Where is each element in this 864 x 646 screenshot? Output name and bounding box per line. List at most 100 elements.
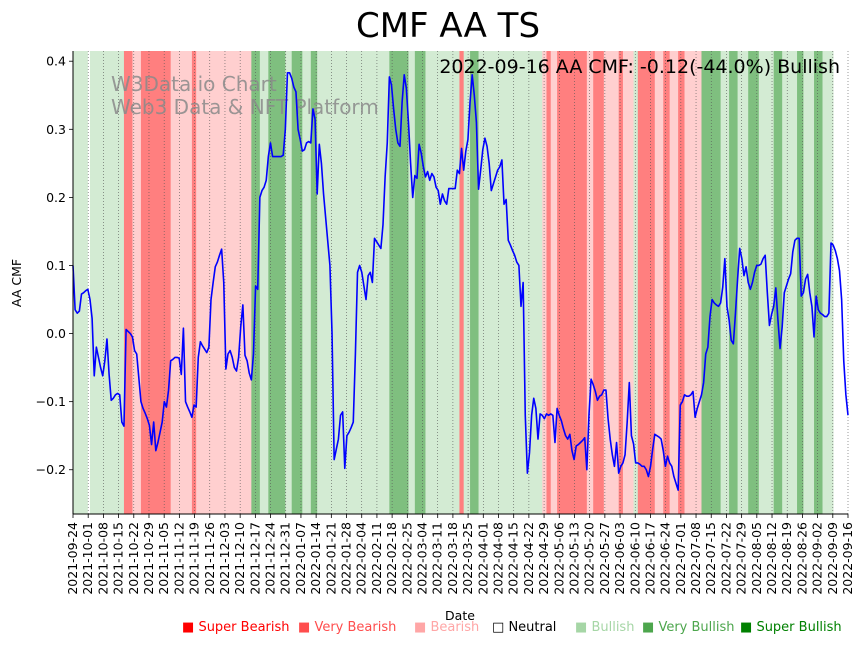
legend-swatch-icon: ■ (414, 620, 427, 635)
legend-item-super-bearish: ■ Super Bearish (182, 620, 290, 635)
x-tick-label: 2022-02-18 (384, 522, 399, 595)
legend-label: Bullish (591, 620, 635, 635)
band-very-bullish (470, 51, 479, 514)
band-very-bearish (593, 51, 605, 514)
x-tick-label: 2022-04-15 (506, 522, 521, 595)
band-bullish (285, 51, 293, 514)
band-bullish (720, 51, 730, 514)
x-tick-label: 2021-12-03 (217, 522, 232, 595)
legend-item-very-bearish: ■ Very Bearish (298, 620, 396, 635)
legend-item-very-bullish: ■ Very Bullish (642, 620, 735, 635)
band-bullish (782, 51, 798, 514)
x-tick-label: 2021-12-17 (247, 522, 262, 595)
sentiment-bands (73, 51, 834, 514)
band-bullish (633, 51, 639, 514)
band-very-bearish (637, 51, 656, 514)
watermark-line-1: W3Data.io Chart (111, 72, 277, 96)
x-tick-label: 2022-01-14 (308, 522, 323, 595)
band-very-bullish (748, 51, 760, 514)
band-neutral (87, 51, 91, 514)
y-tick-label: −0.1 (36, 394, 66, 409)
x-tick-label: 2021-11-19 (187, 522, 202, 595)
band-very-bearish (557, 51, 588, 514)
band-bullish (822, 51, 834, 514)
y-axis-label: AA CMF (9, 259, 24, 307)
x-tick-label: 2022-05-27 (597, 522, 612, 595)
band-bullish (425, 51, 448, 514)
legend-swatch-icon: ■ (740, 620, 753, 635)
legend-swatch-icon: □ (492, 620, 505, 635)
legend-swatch-icon: ■ (575, 620, 588, 635)
x-tick-label: 2022-09-16 (840, 522, 855, 595)
band-bearish (542, 51, 547, 514)
x-tick-label: 2022-03-11 (430, 522, 445, 595)
x-tick-label: 2022-08-05 (749, 522, 764, 595)
x-tick-label: 2022-05-06 (551, 522, 566, 595)
y-tick-label: 0.0 (46, 326, 66, 341)
band-very-bullish (310, 51, 318, 514)
x-tick-label: 2022-06-24 (658, 522, 673, 595)
band-bearish (669, 51, 679, 514)
band-bullish (478, 51, 503, 514)
band-bullish (446, 51, 460, 514)
legend-item-neutral: □ Neutral (492, 620, 556, 635)
band-bearish (586, 51, 594, 514)
x-tick-label: 2022-05-13 (566, 522, 581, 595)
x-tick-label: 2021-10-08 (95, 522, 110, 595)
band-very-bearish (618, 51, 624, 514)
x-tick-label: 2022-01-21 (323, 522, 338, 595)
x-tick-label: 2022-07-29 (734, 522, 749, 595)
band-bearish (132, 51, 142, 514)
y-tick-label: −0.2 (36, 462, 66, 477)
series-line-aa-cmf (72, 71, 849, 491)
legend: ■ Super Bearish ■ Very Bearish ■ Bearish… (182, 620, 852, 638)
x-tick-label: 2022-01-28 (339, 522, 354, 595)
band-very-bullish (414, 51, 426, 514)
x-tick-label: 2022-09-09 (825, 522, 840, 595)
x-tick-label: 2022-06-10 (627, 522, 642, 595)
x-tick-label: 2022-04-29 (536, 522, 551, 595)
y-ticks: −0.2 −0.1 0.0 0.1 0.2 0.3 0.4 (36, 54, 73, 477)
y-tick-label: 0.1 (46, 258, 66, 273)
legend-label: Very Bullish (658, 620, 735, 635)
band-very-bullish (251, 51, 261, 514)
chart-annotation: 2022-09-16 AA CMF: -0.12(-44.0%) Bullish (439, 56, 840, 78)
y-tick-label: 0.4 (46, 54, 66, 69)
legend-swatch-icon: ■ (298, 620, 311, 635)
band-very-bearish (678, 51, 685, 514)
y-tick-label: 0.3 (46, 122, 66, 137)
x-tick-label: 2022-06-03 (612, 522, 627, 595)
x-tick-label: 2022-02-04 (354, 522, 369, 595)
band-bearish (603, 51, 620, 514)
x-tick-label: 2021-10-22 (126, 522, 141, 595)
legend-item-super-bullish: ■ Super Bullish (740, 620, 842, 635)
x-tick-label: 2021-12-31 (278, 522, 293, 595)
band-bullish (317, 51, 329, 514)
y-tick-label: 0.2 (46, 190, 66, 205)
band-very-bearish (663, 51, 671, 514)
x-tick-label: 2022-05-20 (582, 522, 597, 595)
x-tick-label: 2022-07-22 (718, 522, 733, 595)
band-very-bullish (773, 51, 783, 514)
x-tick-label: 2021-10-29 (141, 522, 156, 595)
band-bearish (654, 51, 664, 514)
band-very-bearish (191, 51, 197, 514)
band-bullish (73, 51, 89, 514)
band-bearish (170, 51, 193, 514)
x-tick-label: 2022-07-01 (673, 522, 688, 595)
x-tick-label: 2022-03-18 (445, 522, 460, 595)
legend-swatch-icon: ■ (182, 620, 195, 635)
chart-title: CMF AA TS (356, 6, 540, 46)
band-very-bullish (268, 51, 286, 514)
x-tick-label: 2022-07-08 (688, 522, 703, 595)
band-very-bearish (459, 51, 465, 514)
legend-swatch-icon: ■ (642, 620, 655, 635)
x-tick-label: 2022-08-12 (764, 522, 779, 595)
x-tick-label: 2021-12-24 (263, 522, 278, 595)
band-very-bearish (140, 51, 172, 514)
band-bullish (302, 51, 312, 514)
x-tick-label: 2022-04-22 (521, 522, 536, 595)
x-tick-label: 2022-02-25 (399, 522, 414, 595)
watermark: W3Data.io Chart Web3 Data & NFT Platform (111, 72, 379, 119)
